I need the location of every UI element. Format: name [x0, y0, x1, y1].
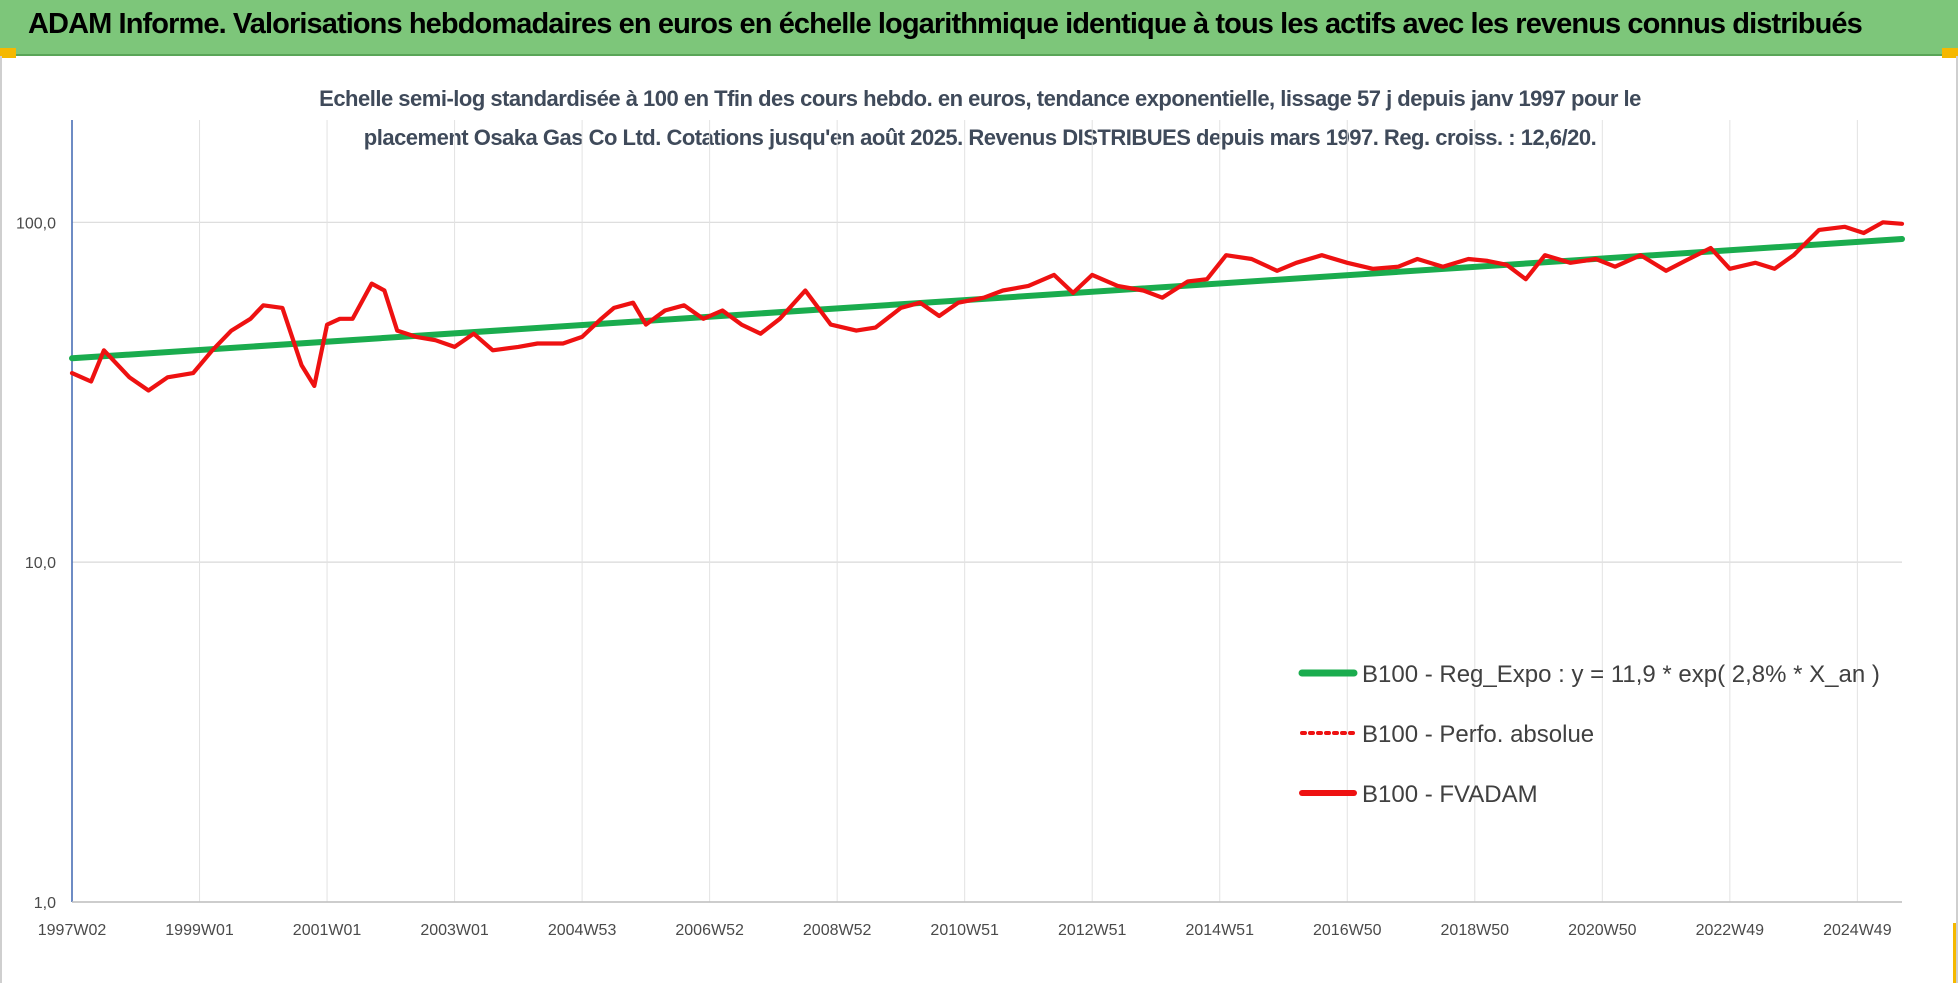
corner-accent-top-left — [0, 48, 16, 58]
legend-label-fvadam: B100 - FVADAM — [1362, 781, 1538, 808]
x-tick-label: 2024W49 — [1823, 922, 1892, 939]
x-tick-label: 1999W01 — [165, 922, 234, 939]
x-tick-label: 2001W01 — [293, 922, 362, 939]
series-lines — [69, 220, 1905, 393]
y-tick-label: 10,0 — [25, 555, 56, 572]
corner-accent-bottom-right — [1953, 923, 1958, 983]
y-tick-label: 1,0 — [34, 895, 56, 912]
corner-accent-top-right — [1942, 48, 1958, 58]
x-tick-label: 2012W51 — [1058, 922, 1127, 939]
x-tick-label: 2010W51 — [930, 922, 999, 939]
chart-subtitle-line1: Echelle semi-log standardisée à 100 en T… — [319, 86, 1641, 111]
x-tick-label: 2018W50 — [1441, 922, 1510, 939]
x-tick-label: 2022W49 — [1696, 922, 1765, 939]
x-tick-label: 2016W50 — [1313, 922, 1382, 939]
x-tick-label: 2004W53 — [548, 922, 617, 939]
axes: 1,0 10,0 100,0 1997W02 1999W01 2001W01 2003W01… — [16, 120, 1902, 939]
x-tick-label: 2020W50 — [1568, 922, 1637, 939]
legend-label-trend: B100 - Reg_Expo : y = 11,9 * exp( 2,8% *… — [1362, 661, 1880, 688]
fvadam-line — [69, 220, 1905, 393]
x-tick-label: 2014W51 — [1185, 922, 1254, 939]
y-tick-label: 100,0 — [16, 215, 56, 232]
x-tick-label: 1997W02 — [38, 922, 107, 939]
x-tick-label: 2008W52 — [803, 922, 872, 939]
x-tick-label: 2006W52 — [675, 922, 744, 939]
header-banner: ADAM Informe. Valorisations hebdomadaire… — [0, 0, 1958, 56]
legend: B100 - Reg_Expo : y = 11,9 * exp( 2,8% *… — [1298, 661, 1880, 808]
legend-label-perfo: B100 - Perfo. absolue — [1362, 721, 1594, 748]
x-tick-label: 2003W01 — [420, 922, 489, 939]
chart-frame — [0, 56, 1958, 983]
chart-subtitle-line2: placement Osaka Gas Co Ltd. Cotations ju… — [363, 125, 1597, 150]
report-title: ADAM Informe. Valorisations hebdomadaire… — [28, 8, 1863, 40]
grid-lines — [72, 120, 1902, 903]
